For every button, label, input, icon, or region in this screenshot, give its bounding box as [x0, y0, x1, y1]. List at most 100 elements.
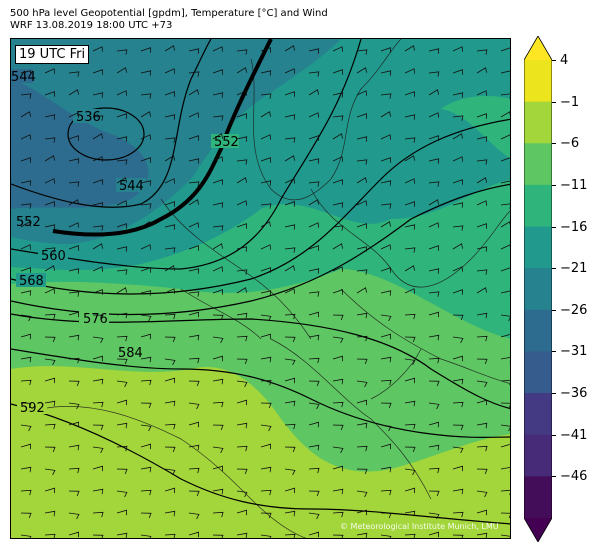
label-bg [211, 134, 239, 148]
wind-barb [404, 265, 415, 272]
wind-barb [92, 488, 104, 495]
wind-barb [44, 265, 55, 272]
wind-barb [20, 93, 32, 99]
wind-barb [452, 314, 464, 321]
map-canvas: 536 544 552 552 560 568 576 584 592 544 [11, 39, 510, 538]
temperature-field-warm-south [11, 366, 510, 538]
wind-barb [380, 70, 392, 76]
wind-barb [212, 424, 224, 431]
wind-barb [140, 180, 152, 186]
wind-barb [308, 311, 320, 318]
wind-barb [236, 136, 248, 142]
colorbar-cell [524, 476, 552, 519]
wind-barb [116, 399, 128, 406]
wind-barb [500, 534, 510, 538]
wind-barb [140, 333, 152, 340]
temperature-field-cold [11, 79, 149, 209]
wind-barb [212, 355, 224, 362]
wind-barb [380, 466, 392, 473]
wind-barb [404, 155, 415, 162]
wind-barb [116, 380, 128, 388]
wind-barb [236, 445, 248, 452]
wind-barb [92, 266, 103, 272]
colorbar-tick-label: −1 [560, 94, 580, 110]
wind-barb [44, 201, 55, 207]
wind-barb [332, 133, 343, 140]
wind-barb [212, 225, 224, 231]
colorbar-tick-mark [552, 351, 556, 353]
wind-barb [332, 488, 344, 495]
wind-barb [380, 47, 391, 53]
geopotential-contours [11, 39, 510, 525]
wind-barb [428, 357, 440, 364]
wind-barb [164, 224, 176, 230]
wind-barb [92, 46, 103, 52]
wind-barb [380, 333, 392, 340]
wind-barb [332, 46, 343, 52]
wind-barb [140, 157, 151, 163]
wind-barb [476, 532, 488, 538]
wind-barb [476, 90, 487, 96]
colorbar-extend-bottom [524, 518, 552, 542]
label-bg [14, 214, 44, 228]
wind-barb [188, 357, 200, 364]
wind-barb [164, 265, 175, 272]
wind-barb [68, 311, 80, 318]
wind-barb [500, 267, 510, 272]
wind-barb [92, 401, 104, 408]
wind-barb [476, 269, 488, 275]
wind-barb [44, 336, 56, 343]
wind-barb [164, 313, 176, 320]
wind-barb [260, 157, 271, 163]
wind-barb [356, 468, 368, 475]
wind-barb [92, 446, 104, 454]
wind-barb [500, 424, 510, 432]
wind-barb [452, 289, 463, 295]
wind-barb [332, 511, 344, 518]
wind-barb [308, 135, 319, 141]
wind-barb [20, 134, 31, 140]
wind-barb [308, 357, 320, 364]
wind-barb [44, 91, 55, 97]
colorbar-cell [524, 184, 552, 228]
wind-barb [356, 67, 367, 74]
wind-barb [308, 402, 320, 410]
wind-barb [308, 421, 320, 428]
wind-barb [500, 379, 510, 386]
wind-barb [260, 512, 272, 519]
wind-barb [356, 90, 367, 96]
wind-barb [212, 202, 224, 208]
wind-barb [500, 489, 510, 496]
wind-barb [380, 443, 392, 450]
wind-barb [140, 244, 151, 250]
wind-barb [92, 202, 104, 208]
wind-barb [428, 268, 440, 274]
wind-barb [236, 422, 248, 429]
wind-barb [92, 69, 103, 75]
wind-barb [116, 177, 127, 184]
wind-barb [428, 222, 439, 228]
wind-barb [164, 336, 176, 343]
wind-barb [44, 487, 56, 494]
wind-barb [308, 512, 320, 520]
wind-barb [428, 311, 440, 318]
wind-barb [260, 111, 271, 118]
colorbar-tick-mark [552, 309, 556, 311]
wind-barb [212, 446, 224, 454]
wind-barb [260, 333, 272, 340]
wind-barb [428, 467, 440, 474]
wind-barb [500, 402, 510, 409]
contour-544 [11, 39, 212, 208]
wind-barb [404, 114, 416, 120]
wind-barb [68, 531, 80, 538]
wind-barb [188, 89, 199, 96]
wind-barb [164, 533, 176, 538]
wind-barb [476, 358, 488, 365]
wind-barb [20, 70, 32, 76]
wind-barb [236, 335, 248, 342]
wind-barb [92, 424, 104, 431]
wind-barb [236, 509, 248, 516]
wind-barb [68, 245, 79, 251]
wind-barb [500, 157, 510, 162]
wind-barb [380, 134, 391, 140]
